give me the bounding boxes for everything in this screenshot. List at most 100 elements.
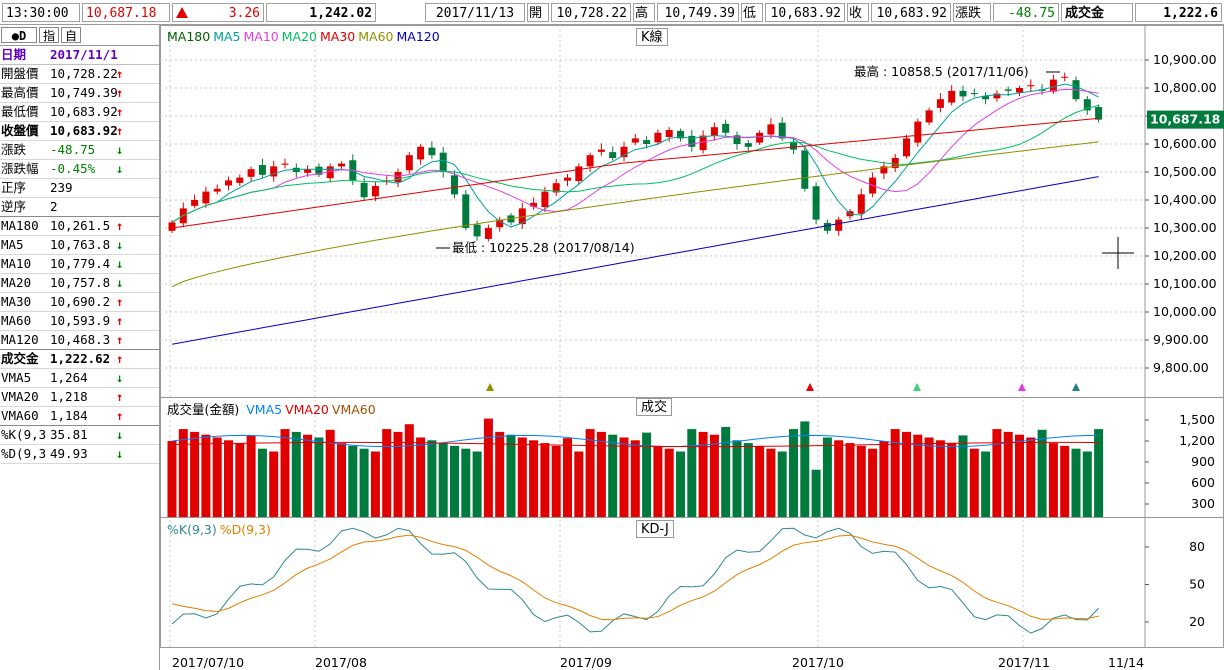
candle-body [722,123,730,133]
volume-bar [450,445,459,517]
candle-body [394,172,402,183]
high-label: 高 [633,3,655,22]
candle-body [405,155,413,171]
volume-bar [935,440,945,517]
volume-bar [642,432,652,517]
volume-bar [947,443,957,517]
quote-time: 13:30:00 [2,3,80,22]
candle-body [778,122,786,139]
candle-body [1004,89,1012,91]
candle-body [620,146,628,158]
indicator-value: 10,683.92 [50,104,118,119]
volume-bar [630,440,640,517]
price-tick-label: 10,400.00 [1153,192,1217,207]
indicator-label: MA5 [1,237,24,252]
volume-bar [1003,431,1013,517]
volume-bar [1082,451,1092,517]
arrow-down-icon: ↓ [116,276,124,290]
indicator-row: MA180 10,261.5 ↑ [0,217,159,236]
candle-body [665,130,673,137]
indicator-label: MA60 [1,313,32,328]
date-row: 日期 2017/11/1 [0,46,159,65]
indicator-row: MA20 10,757.8 ↓ [0,274,159,293]
candle-body [744,143,752,147]
volume-bar [235,443,245,517]
candle-body [880,166,888,174]
indicator-row: 收盤價 10,683.92 ↑ [0,122,159,141]
signal-marker-icon [1018,383,1026,391]
stock-chart-svg[interactable]: 10,900.0010,800.0010,700.0010,600.0010,5… [160,25,1224,670]
volume-bar [314,437,324,517]
radio-dot-icon: ● [11,29,19,43]
volume-bar [574,451,584,517]
volume-bar [890,429,900,517]
volume-bar [834,440,844,517]
candle-body [338,163,345,167]
indicator-label: MA10 [1,256,32,271]
arrow-up-icon: ↑ [116,105,124,119]
arrow-up-icon: ↑ [116,295,124,309]
chart-area[interactable]: 10,900.0010,800.0010,700.0010,600.0010,5… [160,25,1224,670]
tab-custom[interactable]: 自 [61,27,81,43]
indicator-label: 最低價 [1,104,39,119]
volume-bar [1071,448,1081,517]
up-triangle-icon [176,7,188,18]
indicator-label: VMA20 [1,389,39,404]
volume-bar [981,451,991,517]
indicator-row: 開盤價 10,728.22 ↑ [0,65,159,84]
indicator-label: 正序 [1,180,27,195]
arrow-down-icon: ↓ [116,371,124,385]
candle-body [631,138,639,143]
volume-bar [1048,443,1058,517]
candle-body [677,130,684,139]
arrow-down-icon: ↓ [116,447,124,461]
indicator-row: 漲跌 -48.75 ↓ [0,141,159,160]
price-tick-label: 10,800.00 [1153,80,1217,95]
volume-bar [404,424,414,517]
candle-body [710,127,718,136]
kd-legend: %K(9,3) %D(9,3) [167,522,274,537]
arrow-down-icon: ↓ [116,238,124,252]
candle-body [823,222,831,231]
volume-bar [551,445,561,517]
indicator-value: -0.45% [50,161,96,176]
indicator-row: VMA20 1,218 ↑ [0,388,159,407]
ma20-line [171,104,1099,223]
volume-bar [291,431,301,517]
legend-item: VMA60 [331,402,376,417]
signal-marker-icon [1072,383,1080,391]
volume-bar [224,440,233,517]
legend-item: MA180 [167,29,211,44]
volume-bar [495,431,505,517]
x-tick-label: 2017/07/10 [172,655,244,670]
candle-body [767,124,775,135]
volume-bar [1037,429,1047,517]
volume-tick-label: 300 [1191,496,1215,511]
d-line [171,534,1099,621]
indicator-row: 正序 239 [0,179,159,198]
volume-bar [178,429,188,517]
tab-indicator[interactable]: 指 [39,27,59,43]
indicator-label: MA180 [1,218,39,233]
legend-item: VMA5 [246,402,283,417]
tab-daily[interactable]: ●D [1,27,37,43]
indicator-label: 漲跌 [1,142,27,157]
indicator-value: 10,749.39 [50,85,118,100]
legend-item: VMA20 [285,402,329,417]
indicator-value: 10,728.22 [50,66,118,81]
price-tick-label: 10,200.00 [1153,248,1217,263]
quote-bar: 13:30:00 10,687.18 3.26 1,242.02 2017/11… [0,0,1224,25]
legend-item: MA10 [243,29,279,44]
volume-bar [879,441,889,517]
volume-bar [721,427,731,517]
ma30-line [171,117,1099,229]
quote-change: 3.26 [172,3,264,22]
indicator-value: -48.75 [50,142,96,157]
candle-body [801,150,809,189]
volume-bar [596,431,606,517]
pane-frame [160,517,1224,648]
low-label: 低 [741,3,763,22]
volume-bar [1026,437,1036,517]
indicator-row: MA30 10,690.2 ↑ [0,293,159,312]
arrow-up-icon: ↑ [116,333,124,347]
